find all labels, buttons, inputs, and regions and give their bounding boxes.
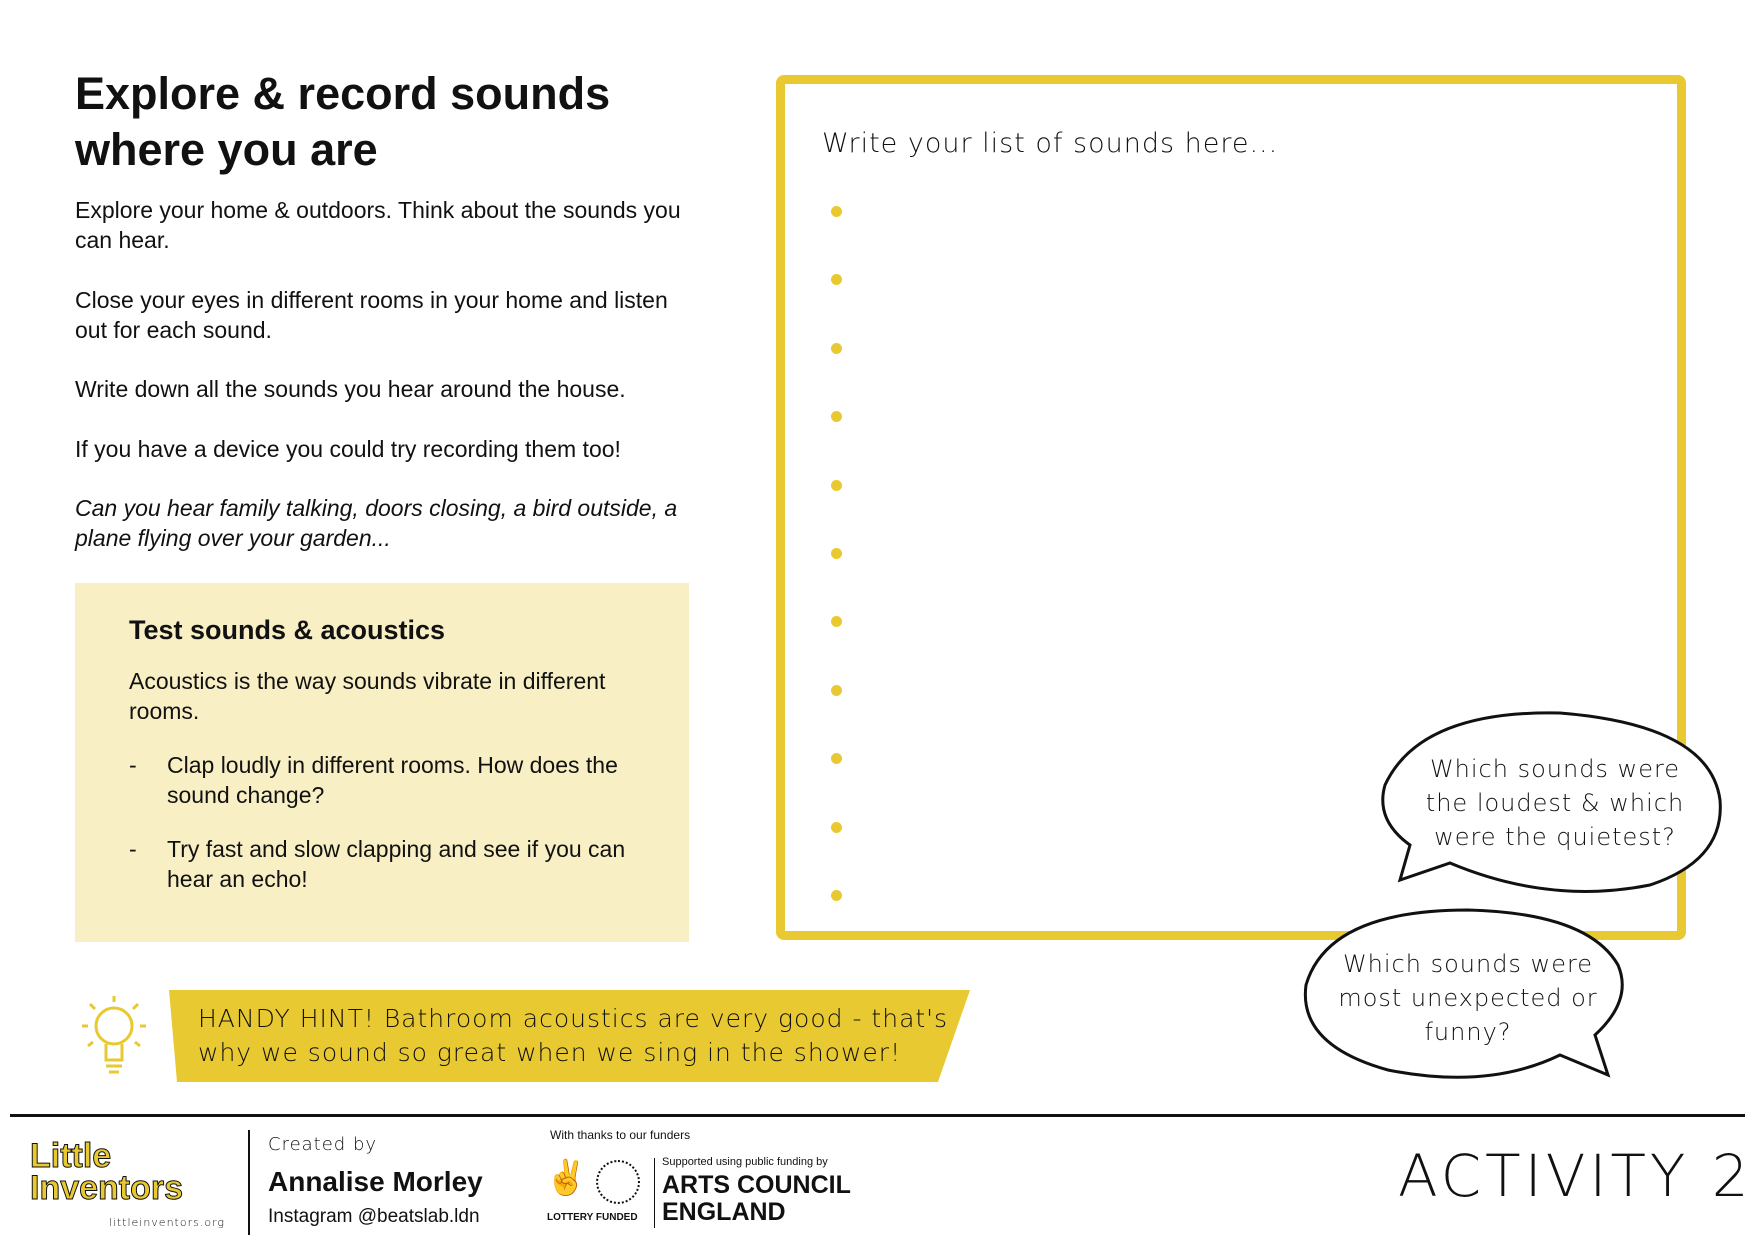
arts-council-logo: ARTS COUNCIL ENGLAND — [662, 1171, 851, 1226]
list-bullet — [831, 821, 842, 833]
handy-hint-text: HANDY HINT! Bathroom acoustics are very … — [198, 1004, 949, 1067]
speech-bubble-loudest — [1381, 711, 1722, 893]
list-bullet — [831, 753, 842, 765]
bubble-text: Which sounds were most unexpected or fun… — [1338, 950, 1598, 1046]
footer-divider — [654, 1158, 655, 1228]
author-name: Annalise Morley — [268, 1166, 483, 1197]
list-bullet — [831, 342, 842, 354]
handy-hint-banner — [169, 990, 970, 1082]
crossed-fingers-icon: ✌ — [545, 1159, 588, 1197]
list-bullet — [831, 206, 842, 217]
list-bullet — [831, 890, 842, 901]
lightbulb-icon — [82, 996, 146, 1074]
page-title: Explore & record sounds where you are — [75, 68, 611, 175]
arts-council-seal — [596, 1160, 640, 1204]
dash-marker: - — [129, 752, 137, 778]
lottery-funded-label: LOTTERY FUNDED — [547, 1212, 638, 1223]
instagram-handle[interactable]: Instagram @beatslab.ldn — [268, 1206, 480, 1227]
bubble-text: Which sounds were the loudest & which we… — [1425, 755, 1685, 851]
acoustics-panel: Test sounds & acoustics Acoustics is the… — [75, 583, 689, 942]
dash-marker: - — [129, 836, 137, 862]
footer-divider — [248, 1130, 250, 1235]
instruction-paragraph: Close your eyes in different rooms in yo… — [75, 287, 668, 343]
examples-paragraph: Can you hear family talking, doors closi… — [75, 495, 678, 551]
intro-paragraph: Explore your home & outdoors. Think abou… — [75, 197, 681, 253]
list-item: - Try fast and slow clapping and see if y… — [129, 834, 635, 894]
instruction-paragraph: If you have a device you could try recor… — [75, 436, 621, 462]
speech-bubble-unexpected — [1303, 908, 1624, 1079]
little-inventors-logo: Little Inventors littleinventors.org — [30, 1137, 225, 1230]
list-bullet — [831, 684, 842, 696]
list-heading: Write your list of sounds here... — [822, 128, 1279, 159]
list-bullet — [831, 274, 842, 286]
created-by-label: Created by — [268, 1134, 378, 1155]
list-bullet — [831, 411, 842, 423]
funders-label: With thanks to our funders — [550, 1128, 691, 1142]
instruction-paragraph: Write down all the sounds you hear aroun… — [75, 376, 626, 402]
list-item-text: Clap loudly in different rooms. How does… — [167, 752, 618, 808]
sound-list-frame — [776, 75, 1686, 940]
list-item-text: Try fast and slow clapping and see if yo… — [167, 836, 626, 892]
supported-label: Supported using public funding by — [662, 1156, 828, 1168]
activity-number: ACTIVITY 2 — [1398, 1142, 1753, 1210]
acoustics-heading: Test sounds & acoustics — [129, 615, 446, 645]
acoustics-intro: Acoustics is the way sounds vibrate in d… — [129, 668, 606, 724]
footer-divider — [10, 1114, 1745, 1117]
logo-url: littleinventors.org — [108, 1216, 225, 1229]
list-bullet — [831, 479, 842, 491]
list-bullet — [831, 548, 842, 559]
list-bullet — [831, 616, 842, 628]
list-item: - Clap loudly in different rooms. How doe… — [129, 750, 635, 810]
